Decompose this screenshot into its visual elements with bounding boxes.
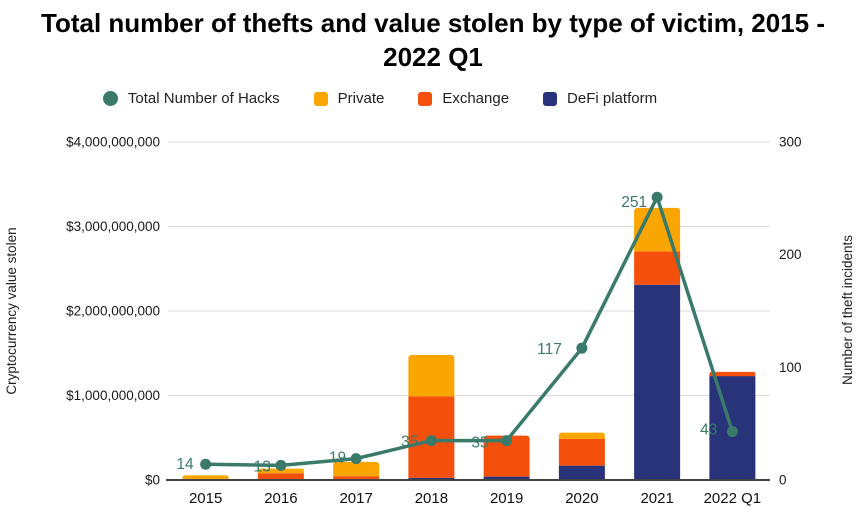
line-point-2020 — [576, 342, 588, 354]
bar-segment-private-2015 — [182, 475, 229, 480]
line-point-2022-Q1 — [726, 426, 738, 438]
right-axis-tick-label: 300 — [779, 135, 802, 150]
line-point-2017 — [350, 453, 362, 465]
line-point-value-label: 35 — [401, 434, 418, 451]
legend-label-private: Private — [337, 90, 385, 107]
defi-series-swatch-icon — [543, 91, 558, 106]
legend-label-defi: DeFi platform — [567, 90, 658, 107]
legend-item-defi: DeFi platform — [543, 90, 657, 107]
x-axis-category-label: 2019 — [490, 490, 523, 507]
x-axis-category-label: 2022 Q1 — [704, 490, 762, 507]
bar-segment-exchange-2020 — [558, 439, 605, 466]
line-point-value-label: 14 — [176, 456, 194, 473]
bar-segment-exchange-2021 — [634, 251, 681, 285]
bar-segment-private-2018 — [408, 354, 455, 397]
line-point-value-label: 19 — [329, 450, 346, 467]
legend-label-total-hacks: Total Number of Hacks — [127, 90, 280, 107]
line-point-2019 — [501, 435, 513, 447]
legend-item-exchange: Exchange — [418, 90, 509, 107]
line-point-2018 — [425, 435, 437, 447]
x-axis-category-label: 2021 — [640, 490, 673, 507]
right-axis-tick-label: 200 — [779, 247, 802, 262]
private-series-swatch-icon — [313, 91, 328, 106]
total-hacks-line — [205, 195, 735, 468]
x-axis-category-label: 2016 — [264, 490, 297, 507]
chart-legend: Total Number of Hacks Private Exchange D… — [0, 90, 760, 107]
left-axis-tick-label: $2,000,000,000 — [66, 304, 160, 319]
exchange-series-swatch-icon — [418, 91, 433, 106]
left-axis-tick-label: $4,000,000,000 — [66, 135, 160, 150]
line-point-value-label: 117 — [537, 341, 562, 358]
left-axis-tick-label: $3,000,000,000 — [66, 219, 160, 234]
y-axis-title-right: Number of theft incidents — [840, 235, 855, 385]
bar-segment-defi-platform-2018 — [408, 477, 455, 480]
bar-segment-exchange-2016 — [257, 473, 304, 480]
bar-segment-defi-platform-2020 — [558, 465, 605, 480]
bar-segment-defi-platform-2019 — [483, 476, 530, 480]
bar-segment-exchange-2017 — [333, 476, 380, 480]
line-point-value-label: 35 — [471, 435, 488, 452]
bar-segment-private-2020 — [558, 432, 605, 440]
line-point-2015 — [200, 458, 212, 470]
bar-segment-defi-platform-2021 — [634, 284, 681, 480]
bar-segment-private-2017 — [333, 461, 380, 477]
bar-segment-exchange-2019 — [483, 435, 530, 477]
line-point-2021 — [651, 191, 663, 203]
x-axis-category-label: 2020 — [565, 490, 598, 507]
line-series-dot-icon — [102, 91, 118, 106]
legend-label-exchange: Exchange — [442, 90, 510, 107]
bar-segment-exchange-2022-Q1 — [709, 371, 756, 377]
line-point-value-label: 251 — [621, 194, 647, 211]
x-axis-category-label: 2017 — [339, 490, 372, 507]
chart-title: Total number of thefts and value stolen … — [41, 8, 825, 73]
legend-item-total-hacks: Total Number of Hacks — [102, 90, 280, 107]
y-axis-title-left: Cryptocurrency value stolen — [4, 227, 19, 394]
left-axis-tick-label: $1,000,000,000 — [66, 388, 160, 403]
x-axis-category-label: 2018 — [415, 490, 448, 507]
left-axis-tick-label: $0 — [145, 473, 160, 488]
line-point-2016 — [275, 459, 287, 471]
line-point-value-label: 13 — [254, 458, 271, 475]
bar-segment-private-2016 — [257, 468, 304, 474]
right-axis-tick-label: 100 — [779, 360, 802, 375]
line-point-value-label: 43 — [700, 422, 717, 439]
right-axis-tick-label: 0 — [779, 473, 787, 488]
x-axis-category-label: 2015 — [189, 490, 222, 507]
legend-item-private: Private — [313, 90, 385, 107]
